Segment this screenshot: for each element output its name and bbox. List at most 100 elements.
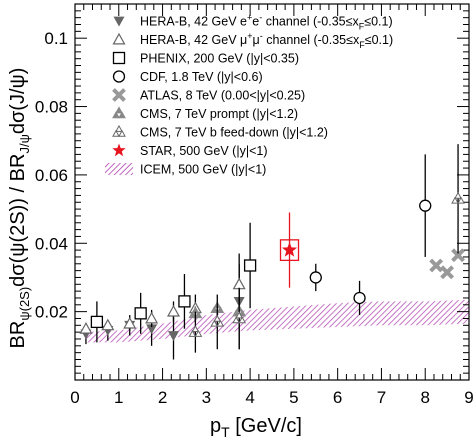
legend-label: CMS, 7 TeV prompt (|y|<1.2)	[140, 107, 298, 121]
marker-tri-stack	[191, 325, 200, 333]
marker-tri-stack	[457, 196, 465, 204]
data-point	[145, 309, 159, 328]
x-tick-label: 9	[464, 388, 473, 407]
legend-label-part: ATLAS, 8 TeV (0.00<|y|<0.25)	[140, 89, 305, 103]
data-point	[451, 248, 465, 263]
band-layer	[85, 299, 470, 343]
axis-labels: pT [GeV/c] BRψ(2S)dσ(ψ(2S)) / BRJ/ψdσ(J/ψ…	[7, 68, 302, 440]
legend-label-part: -	[259, 13, 262, 23]
marker-tri-stack	[232, 316, 241, 324]
marker-tri-stack	[188, 311, 197, 319]
marker-tri-down	[113, 16, 125, 27]
data-point	[178, 274, 191, 329]
data-point	[79, 321, 93, 334]
y-tick-label: 0.06	[35, 166, 68, 185]
legend-label-part: STAR, 500 GeV (|y|<1)	[140, 144, 268, 158]
series-circle-open	[309, 154, 432, 316]
marker-tri-stack	[213, 314, 222, 322]
y-axis-title-sub: ψ(2S)	[17, 287, 32, 321]
legend-label-part: ICEM, 500 GeV (|y|<1)	[140, 163, 266, 177]
data-point	[90, 301, 104, 343]
y-axis-title: BRψ(2S)dσ(ψ(2S)) / BRJ/ψdσ(J/ψ)	[7, 68, 32, 349]
y-axis-title-sub: J/ψ	[17, 134, 32, 153]
marker-tri-stack	[118, 129, 126, 137]
data-point	[279, 212, 300, 288]
data-point	[440, 265, 455, 280]
legend-label: PHENIX, 200 GeV (|y|<0.35)	[140, 52, 299, 66]
legend: HERA-B, 42 GeV e+e- channel (-0.35≤xF≤0.…	[105, 13, 393, 177]
marker-square	[178, 295, 191, 308]
x-tick-label: 3	[202, 388, 211, 407]
marker-tri-up	[145, 311, 159, 324]
legend-label-part: +	[247, 13, 252, 23]
legend-item-icem: ICEM, 500 GeV (|y|<1)	[105, 163, 266, 177]
legend-item-cms-feeddown: CMS, 7 TeV b feed-down (|y|<1.2)	[112, 124, 328, 140]
legend-item-cms-prompt: CMS, 7 TeV prompt (|y|<1.2)	[112, 106, 298, 121]
marker-square	[112, 51, 126, 65]
marker-tri-stack	[238, 316, 247, 324]
series-star-filled	[279, 212, 300, 288]
marker-tri-down	[168, 331, 179, 342]
data-point	[123, 316, 137, 331]
legend-label: HERA-B, 42 GeV μ+μ- channel (-0.35≤xF≤0.…	[140, 31, 393, 50]
data-point	[101, 318, 115, 331]
marker-circle	[353, 291, 366, 305]
marker-circle	[309, 271, 322, 284]
marker-cross	[451, 248, 465, 263]
legend-label-part: CMS, 7 TeV b feed-down (|y|<1.2)	[140, 126, 328, 140]
marker-tri-stack	[235, 311, 244, 319]
data-point	[243, 222, 257, 309]
data-point	[210, 294, 225, 350]
data-point	[166, 301, 181, 322]
marker-cross	[440, 265, 455, 280]
icem-band	[85, 299, 470, 343]
x-tick-label: 6	[333, 388, 342, 407]
legend-item-herab-mumu: HERA-B, 42 GeV μ+μ- channel (-0.35≤xF≤0.…	[112, 31, 393, 50]
marker-tri-stack	[451, 196, 459, 204]
marker-tri-stack	[112, 129, 120, 137]
marker-tri-stack	[454, 191, 462, 199]
y-axis-title-part: dσ(ψ(2S)) / BR	[7, 154, 29, 287]
marker-tri-up	[232, 277, 246, 290]
y-axis-title-part: BR	[7, 321, 29, 349]
y-tick-label: 0.04	[35, 234, 68, 253]
legend-item-atlas: ATLAS, 8 TeV (0.00<|y|<0.25)	[112, 88, 305, 103]
marker-tri-up	[101, 318, 115, 331]
x-tick-label: 5	[289, 388, 298, 407]
y-axis-title-part: dσ(J/ψ)	[7, 68, 29, 135]
legend-label-part: ≤0.1)	[364, 15, 392, 29]
data-point	[188, 306, 203, 321]
x-tick-label: 8	[420, 388, 429, 407]
legend-label-part: CMS, 7 TeV prompt (|y|<1.2)	[140, 107, 298, 121]
marker-square	[90, 315, 104, 329]
marker-tri-stack	[210, 319, 219, 327]
data-point	[309, 263, 322, 292]
series-tri-up-open	[79, 263, 246, 334]
data-layer	[79, 144, 465, 360]
legend-label-part: -	[260, 31, 263, 41]
y-tick-label: 0.1	[44, 29, 68, 48]
legend-label-part: +	[247, 31, 252, 41]
series-cross	[429, 248, 465, 280]
marker-tri-stack	[115, 124, 123, 132]
syst-box	[279, 239, 300, 262]
data-point	[134, 292, 147, 334]
legend-label: ATLAS, 8 TeV (0.00<|y|<0.25)	[140, 89, 305, 103]
marker-tri-stack	[216, 319, 225, 327]
marker-circle	[419, 199, 432, 212]
x-tick-label: 7	[377, 388, 386, 407]
data-point	[419, 154, 432, 257]
marker-tri-stack	[188, 329, 197, 337]
data-point	[232, 287, 247, 350]
plot-frame: 0 1 2 3 4 5 6 7 8 9 0.02 0.04 0.06 0.08 0.1	[35, 3, 474, 407]
legend-label-part: μ	[253, 33, 260, 47]
marker-tri-stack	[115, 106, 123, 114]
marker-circle	[112, 70, 126, 83]
x-axis-title-main: p	[210, 415, 221, 437]
legend-label: CDF, 1.8 TeV (|y|<0.6)	[140, 70, 263, 84]
legend-item-herab-ee: HERA-B, 42 GeV e+e- channel (-0.35≤xF≤0.…	[113, 13, 393, 32]
legend-label: CMS, 7 TeV b feed-down (|y|<1.2)	[140, 126, 328, 140]
marker-tri-stack	[210, 305, 219, 313]
legend-label-part: CDF, 1.8 TeV (|y|<0.6)	[140, 70, 263, 84]
